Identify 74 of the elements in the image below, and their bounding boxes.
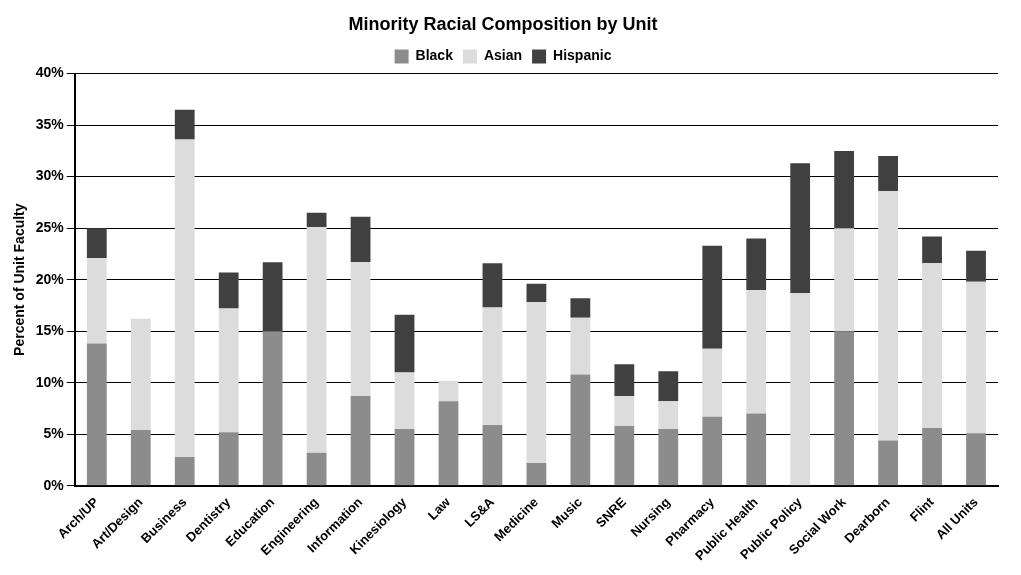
bar: [702, 416, 723, 486]
bar: [834, 331, 855, 486]
bar: [746, 413, 767, 486]
bar: [482, 307, 503, 425]
bar: [570, 374, 591, 486]
y-tick-label: 10%: [35, 373, 65, 390]
bar: [790, 163, 811, 294]
bar: [658, 401, 679, 430]
bar: [306, 212, 327, 228]
y-tick-label: 35%: [35, 115, 65, 132]
bar: [482, 263, 503, 308]
bar: [614, 425, 635, 486]
bar: [174, 109, 195, 140]
chart-title: Minority Racial Composition by Unit: [348, 13, 658, 34]
y-tick-label: 30%: [35, 167, 65, 184]
bar: [614, 396, 635, 426]
bar: [350, 216, 371, 263]
bar: [834, 150, 855, 229]
bar: [350, 396, 371, 486]
bar: [658, 429, 679, 486]
legend-label: Black: [415, 47, 454, 64]
bar: [922, 428, 942, 486]
bar: [350, 262, 371, 397]
bar: [482, 424, 503, 486]
y-tick-label: 40%: [35, 64, 65, 81]
bar: [922, 236, 942, 264]
legend-label: Asian: [483, 47, 523, 64]
bar: [922, 263, 942, 429]
bar: [394, 372, 415, 430]
bar: [966, 281, 986, 434]
y-tick-label: 0%: [43, 476, 65, 493]
bar: [570, 317, 591, 375]
bar: [218, 272, 239, 309]
y-tick-label: 25%: [35, 219, 65, 236]
bar: [438, 401, 459, 486]
bar: [966, 250, 986, 282]
bar: [614, 364, 635, 397]
bar: [174, 456, 195, 486]
bar: [878, 156, 898, 192]
y-axis-title: Percent of Unit Faculty: [11, 203, 28, 356]
bar: [306, 452, 327, 486]
bar: [878, 191, 898, 441]
bar: [878, 440, 898, 486]
bar: [834, 228, 855, 332]
bar: [218, 308, 239, 433]
bar: [394, 429, 415, 486]
bar: [526, 302, 547, 464]
bar: [658, 371, 679, 402]
x-tick-label: Law: [424, 493, 454, 523]
bar: [570, 298, 591, 318]
bar: [218, 432, 239, 486]
legend-label: Hispanic: [553, 47, 612, 64]
bar: [438, 380, 459, 402]
bar: [130, 430, 151, 486]
bar: [262, 262, 283, 332]
bar: [702, 245, 723, 349]
bar: [526, 283, 547, 303]
bar: [966, 433, 986, 486]
bar: [526, 463, 547, 486]
bar: [306, 227, 327, 453]
bar: [746, 289, 767, 414]
y-tick-label: 20%: [35, 270, 65, 287]
bar: [174, 139, 195, 457]
bar: [86, 258, 107, 344]
bar: [790, 293, 811, 486]
bar: [746, 238, 767, 290]
bar: [394, 314, 415, 373]
y-tick-label: 5%: [43, 425, 65, 442]
bar: [86, 228, 107, 259]
bar: [262, 331, 283, 486]
bar: [86, 343, 107, 486]
y-tick-label: 15%: [35, 322, 65, 339]
bar: [702, 348, 723, 417]
bar: [130, 318, 151, 431]
